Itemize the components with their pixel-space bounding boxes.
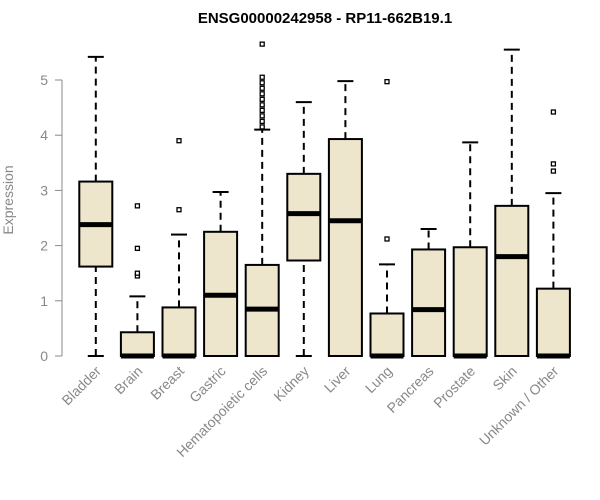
y-tick-label: 3 (40, 182, 48, 198)
outlier-point (259, 41, 265, 47)
box-hematopoietic-cells (244, 41, 280, 358)
outlier-point (259, 113, 265, 119)
outlier-point (259, 124, 265, 130)
iqr-box (161, 306, 197, 358)
x-tick-label: Kidney (270, 363, 312, 405)
outlier-point (259, 96, 265, 102)
outlier-point (176, 138, 182, 144)
iqr-box (286, 172, 322, 262)
outlier-point (384, 79, 390, 85)
box-pancreas (411, 228, 447, 358)
outlier-point (259, 74, 265, 80)
box-skin (494, 48, 530, 357)
box-brain (119, 203, 155, 359)
box-lung (369, 79, 405, 359)
iqr-box (494, 204, 530, 357)
box-prostate (452, 141, 488, 359)
y-axis-label: Expression (0, 165, 16, 234)
iqr-box (327, 138, 363, 357)
x-tick-label: Brain (111, 363, 145, 397)
y-tick-label: 5 (40, 72, 48, 88)
outlier-point (259, 91, 265, 97)
box-liver (327, 80, 363, 357)
box-kidney (286, 101, 322, 357)
outlier-point (259, 118, 265, 125)
x-tick-label: Liver (321, 363, 354, 396)
outlier-point (259, 102, 265, 108)
x-tick-label: Skin (489, 363, 520, 394)
iqr-box (411, 248, 447, 358)
x-tick-label: Breast (147, 363, 187, 403)
y-tick-label: 1 (40, 293, 48, 309)
outlier-point (134, 245, 141, 252)
iqr-box (369, 312, 405, 358)
x-tick-label: Prostate (430, 363, 478, 411)
iqr-box (119, 331, 155, 358)
outlier-point (550, 109, 557, 115)
y-tick-label: 0 (40, 348, 48, 364)
box-series (78, 41, 571, 359)
y-tick-label: 2 (40, 238, 48, 254)
outlier-point (259, 80, 265, 86)
outlier-point (259, 85, 265, 91)
outlier-point (259, 107, 265, 114)
y-axis: 0 1 2 3 4 5 (40, 72, 63, 364)
iqr-box (452, 246, 488, 357)
x-tick-label: Unknown / Other (476, 363, 562, 449)
box-bladder (78, 55, 114, 357)
outlier-point (134, 203, 141, 209)
box-gastric (203, 191, 239, 357)
outlier-point (384, 236, 390, 242)
outlier-point (176, 207, 182, 213)
y-tick-label: 4 (40, 127, 48, 143)
box-unknown-other (535, 109, 571, 359)
chart-title: ENSG00000242958 - RP11-662B19.1 (198, 10, 452, 27)
box-breast (161, 138, 197, 359)
x-tick-label: Lung (362, 363, 395, 396)
outlier-point (134, 270, 141, 276)
outlier-point (550, 168, 557, 174)
x-tick-label: Bladder (58, 363, 104, 409)
outlier-point (550, 161, 557, 167)
iqr-box (535, 287, 571, 358)
